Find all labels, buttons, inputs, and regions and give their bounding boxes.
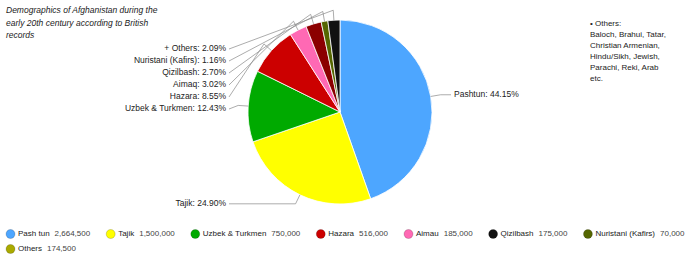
legend-value: 750,000 xyxy=(271,229,300,238)
legend-label: Uzbek & Turkmen xyxy=(203,229,267,238)
leader-line xyxy=(229,44,271,97)
pie xyxy=(248,20,432,204)
legend-label: Tajik xyxy=(118,229,135,238)
legend-label: Qizilbash xyxy=(501,229,534,238)
legend-swatch xyxy=(404,230,413,239)
data-label: Uzbek & Turkmen: 12.43% xyxy=(125,103,227,113)
legend-label: Nuristani (Kafirs) xyxy=(595,229,655,238)
legend-item: Nuristani (Kafirs) 70,000 xyxy=(583,229,685,238)
legend-value: 1,500,000 xyxy=(139,229,175,238)
legend-swatch xyxy=(6,230,15,239)
data-label: Pashtun: 44.15% xyxy=(454,89,519,99)
leader-line xyxy=(229,195,300,204)
leader-line xyxy=(229,10,334,49)
data-label: Hazara: 8.55% xyxy=(170,91,227,101)
legend-swatch xyxy=(583,230,592,239)
legend-item: Aimau 185,000 xyxy=(404,229,473,238)
legend-value: 70,000 xyxy=(660,229,685,238)
legend-swatch xyxy=(6,245,15,254)
annotation-line: etc. xyxy=(590,74,603,83)
title-line: Demographics of Afghanistan during the xyxy=(6,5,158,15)
pie-slice xyxy=(321,21,340,112)
legend-label: Pash tun xyxy=(18,229,50,238)
annotations: • Others: Baloch, Brahui, Tatar, Christian… xyxy=(590,19,666,83)
data-label: + Others: 2.09% xyxy=(164,43,226,53)
legend-item: Tajik 1,500,000 xyxy=(106,229,175,238)
legend-value: 2,664,500 xyxy=(55,229,91,238)
legend-label: Others xyxy=(18,244,42,253)
annotation-line: Christian Armenian, xyxy=(590,41,660,50)
legend-item: Qizilbash 175,000 xyxy=(489,229,568,238)
legend-swatch xyxy=(489,230,498,239)
legend-item: Uzbek & Turkmen 750,000 xyxy=(191,229,301,238)
data-label: Qizilbash: 2.70% xyxy=(162,67,226,77)
legend-value: 516,000 xyxy=(359,229,388,238)
pie-slice xyxy=(328,20,340,112)
leader-line xyxy=(229,105,248,109)
annotation-line: Parachi, Reki, Arab xyxy=(590,63,659,72)
data-label: Nuristani (Kafirs): 1.16% xyxy=(134,55,227,65)
legend-item: Others 174,500 xyxy=(6,244,76,253)
legend: Pash tun 2,664,500 Tajik 1,500,000 Uzbek & T… xyxy=(6,229,685,253)
title-line: early 20th century according to British xyxy=(6,18,148,28)
leader-line xyxy=(431,95,451,97)
legend-swatch xyxy=(191,230,200,239)
annotation-line: • Others: xyxy=(590,19,621,28)
legend-label: Aimau xyxy=(416,229,439,238)
chart: Demographics of Afghanistan during the ea… xyxy=(0,0,700,261)
legend-value: 174,500 xyxy=(47,244,76,253)
data-label: Tajik: 24.90% xyxy=(175,198,226,208)
title-line: records xyxy=(6,30,35,40)
legend-value: 175,000 xyxy=(539,229,568,238)
legend-label: Hazara xyxy=(328,229,354,238)
legend-value: 185,000 xyxy=(444,229,473,238)
data-labels: Pashtun: 44.15% Tajik: 24.90% Uzbek & Turk… xyxy=(125,10,519,208)
title: Demographics of Afghanistan during the ea… xyxy=(6,5,158,40)
annotation-line: Hindu/Sikh, Jewish, xyxy=(590,52,660,61)
legend-swatch xyxy=(106,230,115,239)
annotation: • Others: Baloch, Brahui, Tatar, Christian… xyxy=(590,19,666,83)
data-label: Aimaq: 3.02% xyxy=(173,79,226,89)
legend-swatch xyxy=(316,230,325,239)
legend-item: Pash tun 2,664,500 xyxy=(6,229,91,238)
legend-item: Hazara 516,000 xyxy=(316,229,388,238)
annotation-line: Baloch, Brahui, Tatar, xyxy=(590,30,666,39)
